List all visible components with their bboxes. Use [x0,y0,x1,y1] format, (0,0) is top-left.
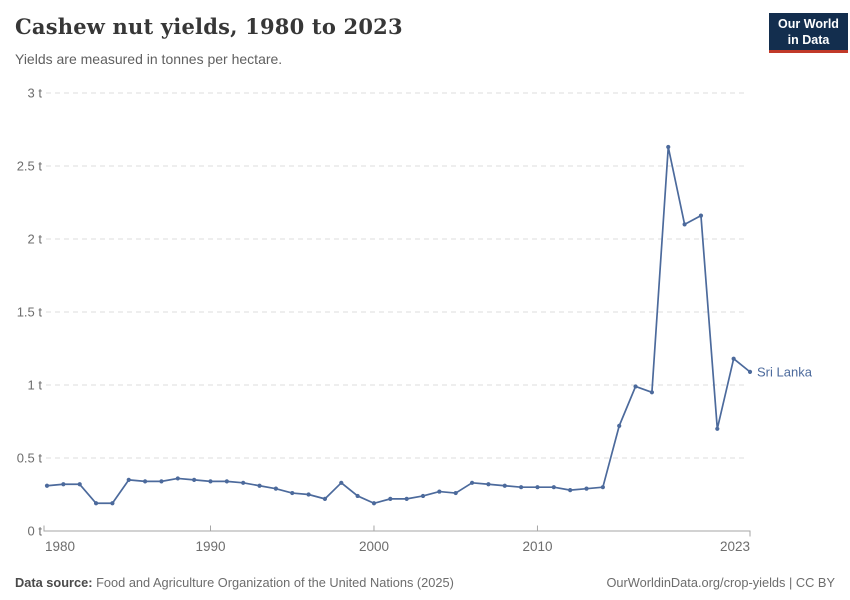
data-point [519,485,524,490]
data-point [437,489,442,494]
data-source-text: Food and Agriculture Organization of the… [96,575,454,590]
owid-logo-line2: in Data [787,33,830,47]
data-point [322,496,328,501]
x-tick-label: 2023 [720,539,750,554]
x-tick-label: 1980 [45,539,75,554]
footer-source: Data source: Food and Agriculture Organi… [15,575,454,590]
data-point [44,483,50,488]
data-point [617,423,622,428]
owid-logo: Our World in Data [769,13,848,53]
data-source-label: Data source: [15,575,93,590]
data-point [273,486,278,491]
data-point [257,483,262,488]
data-point [77,482,82,487]
data-point [404,496,409,501]
owid-logo-line1: Our World [778,17,839,31]
series-line [46,146,751,505]
data-point [633,384,638,389]
y-tick-label: 3 t [28,86,43,101]
data-point [747,369,753,374]
data-point [371,501,377,506]
data-point [486,482,491,487]
data-point [731,356,736,361]
data-point [584,486,589,491]
data-point [388,496,393,501]
data-point [698,213,704,218]
footer: Data source: Food and Agriculture Organi… [15,575,835,590]
series-end-label: Sri Lanka [757,364,813,379]
data-point [453,490,458,496]
data-point [61,482,66,487]
data-point [241,480,246,485]
data-point [224,479,229,484]
data-point [93,501,99,506]
data-point [649,390,655,395]
footer-credit: OurWorldinData.org/crop-yields | CC BY [606,575,835,590]
data-point [502,483,507,488]
y-tick-label: 2.5 t [17,159,43,174]
y-tick-label: 0 t [28,524,43,539]
data-point [208,479,213,484]
data-point [715,426,720,431]
data-point [192,477,197,482]
x-axis-line [43,525,751,537]
data-point [682,222,687,227]
data-point [469,480,475,485]
data-point [306,492,311,497]
data-point [666,144,671,150]
data-point [175,476,180,481]
y-tick-label: 2 t [28,232,43,247]
y-tick-label: 0.5 t [17,451,43,466]
x-tick-label: 2000 [359,539,389,554]
data-point [600,485,605,490]
data-point [420,493,426,499]
data-point [535,485,540,490]
data-point [355,493,360,499]
x-tick-label: 2010 [522,539,552,554]
y-tick-label: 1.5 t [17,305,43,320]
y-tick-label: 1 t [28,378,43,393]
data-point [290,490,295,496]
data-point [568,488,573,493]
x-tick-label: 1990 [195,539,225,554]
chart-subtitle: Yields are measured in tonnes per hectar… [15,51,283,67]
data-point [142,479,148,484]
data-point [339,480,344,485]
page-title: Cashew nut yields, 1980 to 2023 [15,14,403,39]
data-point [159,479,164,484]
data-point [551,485,556,490]
data-point [126,477,131,482]
data-point [110,501,115,506]
